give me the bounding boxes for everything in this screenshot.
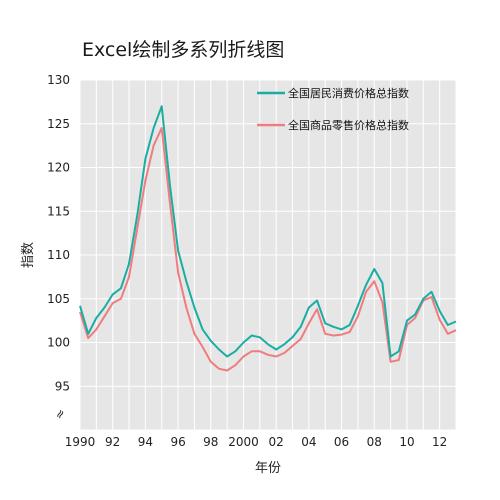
x-tick-label: 02 [269, 435, 284, 449]
x-tick-label: 10 [399, 435, 414, 449]
series-line-2 [79, 127, 457, 372]
x-tick-label: 2000 [228, 435, 259, 449]
x-tick-label: 08 [367, 435, 382, 449]
x-tick-label: 96 [170, 435, 185, 449]
legend-entry-2: 全国商品零售价格总指数 [288, 118, 409, 132]
y-tick-label: 120 [47, 161, 70, 175]
x-tick-label: 94 [138, 435, 153, 449]
x-tick-label: 92 [105, 435, 120, 449]
x-tick-label: 98 [203, 435, 218, 449]
y-tick-label: 110 [47, 248, 70, 262]
x-tick-label: 1990 [65, 435, 96, 449]
x-axis-label: 年份 [255, 461, 281, 476]
y-axis-label: 指数 [21, 242, 36, 268]
x-tick-label: 12 [432, 435, 447, 449]
series-line-1 [79, 105, 457, 358]
x-tick-label: 06 [334, 435, 349, 449]
y-tick-label: 115 [47, 204, 70, 218]
y-axis: 95 100 105 110 115 120 125 130 [47, 73, 70, 393]
x-tick-label: 04 [301, 435, 316, 449]
axis-break-symbol: ≈ [51, 406, 68, 422]
y-tick-label: 130 [47, 73, 70, 87]
series-layer [79, 105, 457, 372]
y-tick-label: 105 [47, 292, 70, 306]
x-axis: 1990 92 94 96 98 2000 02 04 06 08 10 12 [65, 435, 448, 449]
y-tick-label: 125 [47, 117, 70, 131]
legend-entry-1: 全国居民消费价格总指数 [288, 86, 409, 100]
y-tick-label: 100 [47, 336, 70, 350]
chart-title: Excel绘制多系列折线图 [82, 39, 284, 61]
y-tick-label: 95 [55, 379, 70, 393]
grid-lines [79, 79, 457, 431]
